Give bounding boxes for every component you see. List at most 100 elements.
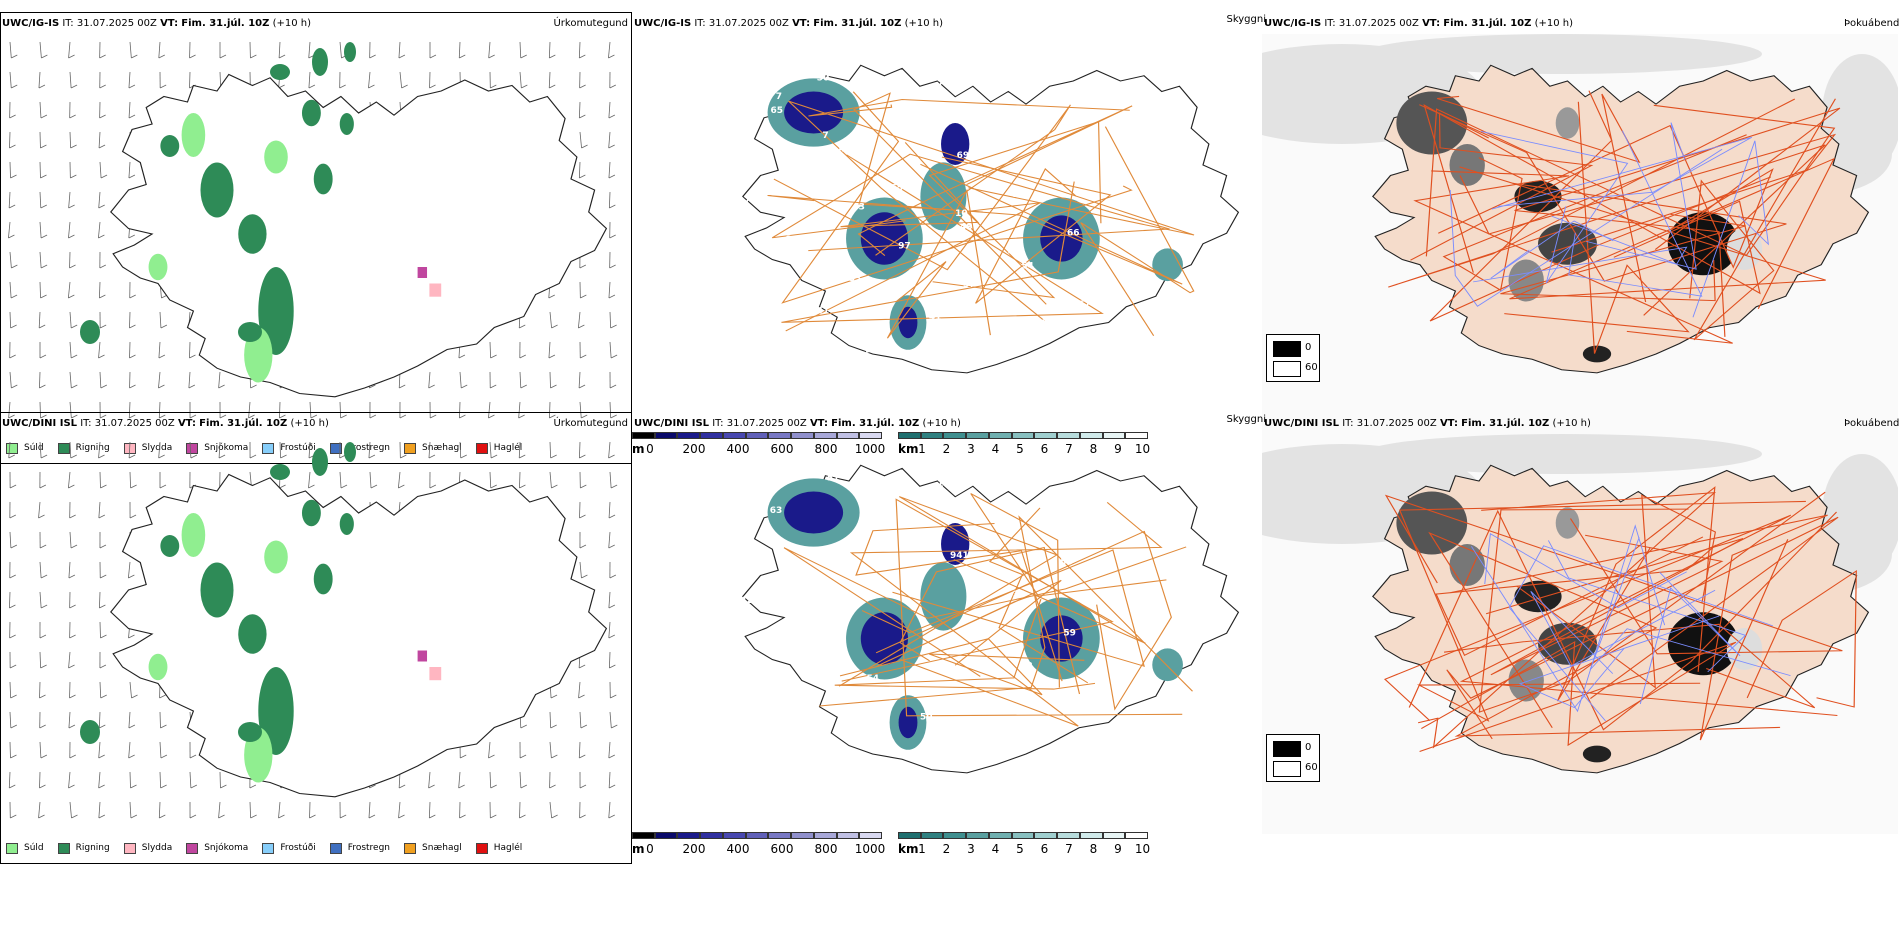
colorbar-segment (836, 832, 860, 839)
wind-barb-flag (608, 294, 616, 299)
legend-label: Haglél (493, 843, 523, 853)
wind-barb-flag (68, 574, 76, 579)
colorbar-tick: 7 (1065, 842, 1073, 856)
ceiling-value-label: 71 (769, 739, 782, 749)
wind-barb-flag (579, 814, 586, 819)
wind-barb-flag (129, 414, 136, 419)
wind-barb-flag (340, 414, 347, 419)
visibility-area (1152, 248, 1183, 282)
wind-barb-flag (190, 784, 198, 789)
wind-barb (129, 311, 131, 329)
wind-barb-flag (10, 754, 17, 759)
wind-barb-flag (11, 384, 18, 389)
precip-legend-item: Snæhagl (404, 442, 462, 454)
legend-swatch (475, 842, 488, 854)
wind-barb-flag (250, 384, 257, 389)
ceiling-panel: UWC/IG-IS IT: 31.07.2025 00Z VT: Fim. 31… (632, 12, 1266, 462)
precip-legend-item: Rigning (57, 442, 110, 454)
wind-barb (608, 41, 611, 59)
wind-barb (9, 311, 12, 329)
road-line (1437, 93, 1647, 303)
wind-barb (39, 771, 41, 789)
wind-barb-flag (98, 784, 105, 789)
wind-barb-flag (39, 544, 47, 549)
ceiling-value-label: 7 (776, 92, 782, 102)
colorbar-segment (722, 432, 746, 439)
fog-legend-label: 60 (1305, 362, 1318, 373)
wind-barb-flag (459, 54, 466, 59)
wind-barb (608, 591, 611, 609)
wind-barb-flag (610, 324, 617, 329)
model-name: UWC/DINI ISL (634, 418, 710, 429)
wind-barb-flag (70, 174, 77, 179)
wind-barb (127, 561, 131, 579)
wind-barb (489, 471, 492, 489)
wind-barb-flag (218, 814, 225, 819)
wind-barb-flag (9, 484, 17, 489)
wind-barb (398, 41, 401, 59)
wind-barb-flag (461, 384, 468, 389)
colorbar-segment (1057, 832, 1080, 839)
wind-barb-flag (9, 514, 17, 519)
iceland-outline (1372, 464, 1870, 774)
wind-barb-flag (99, 264, 107, 269)
wind-barb-flag (10, 324, 17, 329)
wind-barb (519, 371, 522, 389)
wind-barb-flag (128, 754, 135, 759)
road-line (1450, 514, 1828, 741)
wind-barb-flag (128, 114, 136, 119)
wind-barb (99, 471, 101, 489)
precip-area (258, 667, 294, 755)
wind-barb-flag (370, 484, 378, 489)
wind-barb-flag (549, 414, 556, 419)
wind-barb-flag (609, 384, 617, 389)
wind-barb-flag (460, 754, 467, 759)
wind-barb (549, 471, 552, 489)
wind-barb-flag (9, 354, 16, 359)
wind-barb-flag (9, 784, 16, 789)
wind-barb-flag (429, 84, 436, 89)
wind-barb-flag (608, 114, 616, 119)
panel-type-title: Skyggni (1226, 14, 1266, 25)
colorbar-segment (920, 832, 944, 839)
wind-barb-flag (68, 724, 76, 729)
sleet-area (429, 283, 442, 297)
legend-label: Súld (24, 443, 44, 453)
fog-index-area (1555, 507, 1580, 539)
ceiling-value-label: 41 (817, 306, 830, 316)
visibility-area (920, 562, 967, 631)
wind-barb (9, 591, 11, 609)
wind-barb (518, 441, 521, 459)
precip-area (339, 113, 354, 135)
wind-barb-flag (99, 54, 106, 59)
wind-barb (98, 711, 101, 729)
wind-barb-flag (68, 204, 75, 209)
colorbar-tick: 5 (1016, 442, 1024, 456)
wind-barb-flag (128, 174, 136, 179)
ceiling-map: 333 63 45 72 40 52 51 71 51 75 941 38 59 59 46 66 164 150… (706, 464, 1240, 774)
wind-barb-flag (490, 354, 497, 359)
wind-barb-flag (218, 384, 225, 389)
wind-barb (579, 131, 582, 149)
precip-legend-item: Frostúði (262, 442, 316, 454)
wind-barb (549, 741, 552, 759)
wind-barb-flag (68, 234, 75, 239)
wind-barb-flag (399, 414, 407, 419)
wind-barb-flag (98, 754, 105, 759)
wind-barb-flag (249, 454, 257, 459)
fog-legend-label: 0 (1305, 742, 1312, 753)
ceiling-value-label: 73 (1012, 190, 1025, 200)
wind-barb (308, 71, 311, 89)
wind-barb-flag (519, 484, 526, 489)
road-line (841, 498, 1183, 717)
colorbar-tick: 9 (1114, 842, 1122, 856)
legend-label: Snæhagl (422, 443, 462, 453)
wind-barb-flag (609, 84, 616, 89)
wind-barb-flag (40, 414, 47, 419)
wind-barb (279, 441, 281, 459)
colorbar-segment (859, 432, 882, 439)
wind-barb (129, 471, 132, 489)
wind-barb-flag (579, 784, 587, 789)
wind-barb (608, 531, 611, 549)
ceiling-value-label: 65 (760, 339, 773, 349)
